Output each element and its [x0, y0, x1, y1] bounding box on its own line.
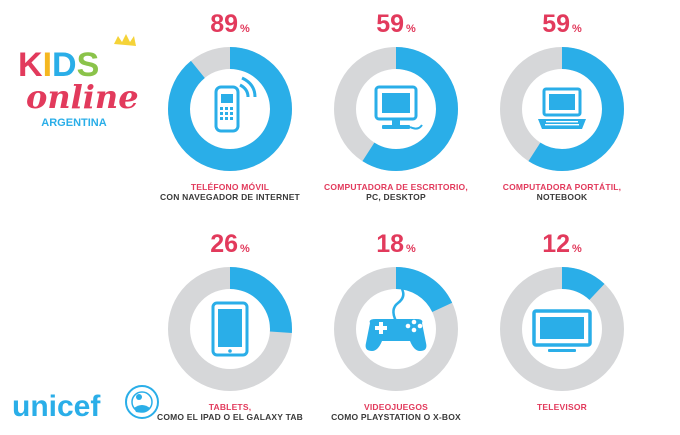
percent-sign: %	[572, 243, 582, 255]
kids-online-logo: KIDS online ARGENTINA	[12, 30, 142, 130]
donut-chart	[497, 264, 627, 394]
category-label-detail: CON NAVEGADOR DE INTERNET	[160, 192, 300, 202]
category-label-highlight: TELÉFONO MÓVIL	[190, 182, 270, 192]
donut-value-arc	[500, 47, 624, 171]
unicef-emblem-icon	[125, 385, 159, 419]
category-label: VIDEOJUEGOS COMO PLAYSTATION O X-BOX	[321, 402, 471, 422]
percent-label: 59%	[497, 10, 627, 43]
category-label-detail: NOTEBOOK	[536, 192, 588, 202]
category-label-highlight: COMPUTADORA PORTÁTIL,	[502, 182, 622, 192]
percent-value: 59	[376, 10, 405, 38]
percent-sign: %	[240, 23, 250, 35]
percent-value: 18	[376, 230, 405, 258]
donut-chart	[331, 264, 461, 394]
category-label-detail: COMO EL IPAD O EL GALAXY TAB	[156, 412, 304, 422]
donut-value-arc	[168, 47, 292, 171]
category-label-detail: PC, DESKTOP	[366, 192, 426, 202]
percent-label: 18%	[331, 230, 461, 263]
category-label: TELÉFONO MÓVIL CON NAVEGADOR DE INTERNET	[155, 182, 305, 202]
unicef-logo: unicef	[12, 380, 162, 430]
percent-sign: %	[406, 243, 416, 255]
donut-chart	[165, 44, 295, 174]
donut-value-arc	[168, 267, 292, 391]
category-label-highlight: TABLETS,	[208, 402, 252, 412]
logo-argentina-text: ARGENTINA	[41, 117, 106, 129]
category-label-detail: COMO PLAYSTATION O X-BOX	[331, 412, 461, 422]
percent-label: 26%	[165, 230, 295, 263]
percent-value: 59	[542, 10, 571, 38]
tv-icon	[532, 309, 592, 352]
category-label: COMPUTADORA DE ESCRITORIO, PC, DESKTOP	[321, 182, 471, 202]
category-label-highlight: TELEVISOR	[537, 402, 587, 412]
category-label: COMPUTADORA PORTÁTIL, NOTEBOOK	[487, 182, 637, 202]
donut-value-arc	[334, 267, 458, 391]
category-label-highlight: VIDEOJUEGOS	[363, 402, 429, 412]
desktop-computer-icon	[374, 85, 423, 130]
percent-sign: %	[572, 23, 582, 35]
percent-label: 89%	[165, 10, 295, 43]
category-label: TABLETS, COMO EL IPAD O EL GALAXY TAB	[155, 402, 305, 422]
gamepad-icon	[365, 288, 427, 351]
percent-value: 12	[542, 230, 571, 258]
percent-label: 59%	[331, 10, 461, 43]
unicef-wordmark: unicef	[12, 390, 101, 423]
donut-chart	[497, 44, 627, 174]
percent-sign: %	[240, 243, 250, 255]
logo-online-text: online	[26, 78, 139, 116]
donut-chart	[165, 264, 295, 394]
donut-chart	[331, 44, 461, 174]
percent-label: 12%	[497, 230, 627, 263]
category-label: TELEVISOR	[487, 402, 637, 412]
mobile-phone-icon	[214, 76, 257, 133]
percent-value: 26	[210, 230, 239, 258]
logo-kids-text: KIDS	[18, 46, 99, 84]
category-label-highlight: COMPUTADORA DE ESCRITORIO,	[324, 182, 468, 192]
laptop-icon	[538, 87, 586, 129]
percent-sign: %	[406, 23, 416, 35]
percent-value: 89	[210, 10, 239, 38]
tablet-icon	[211, 301, 249, 357]
donut-value-arc	[334, 47, 458, 171]
donut-value-arc	[500, 267, 624, 391]
